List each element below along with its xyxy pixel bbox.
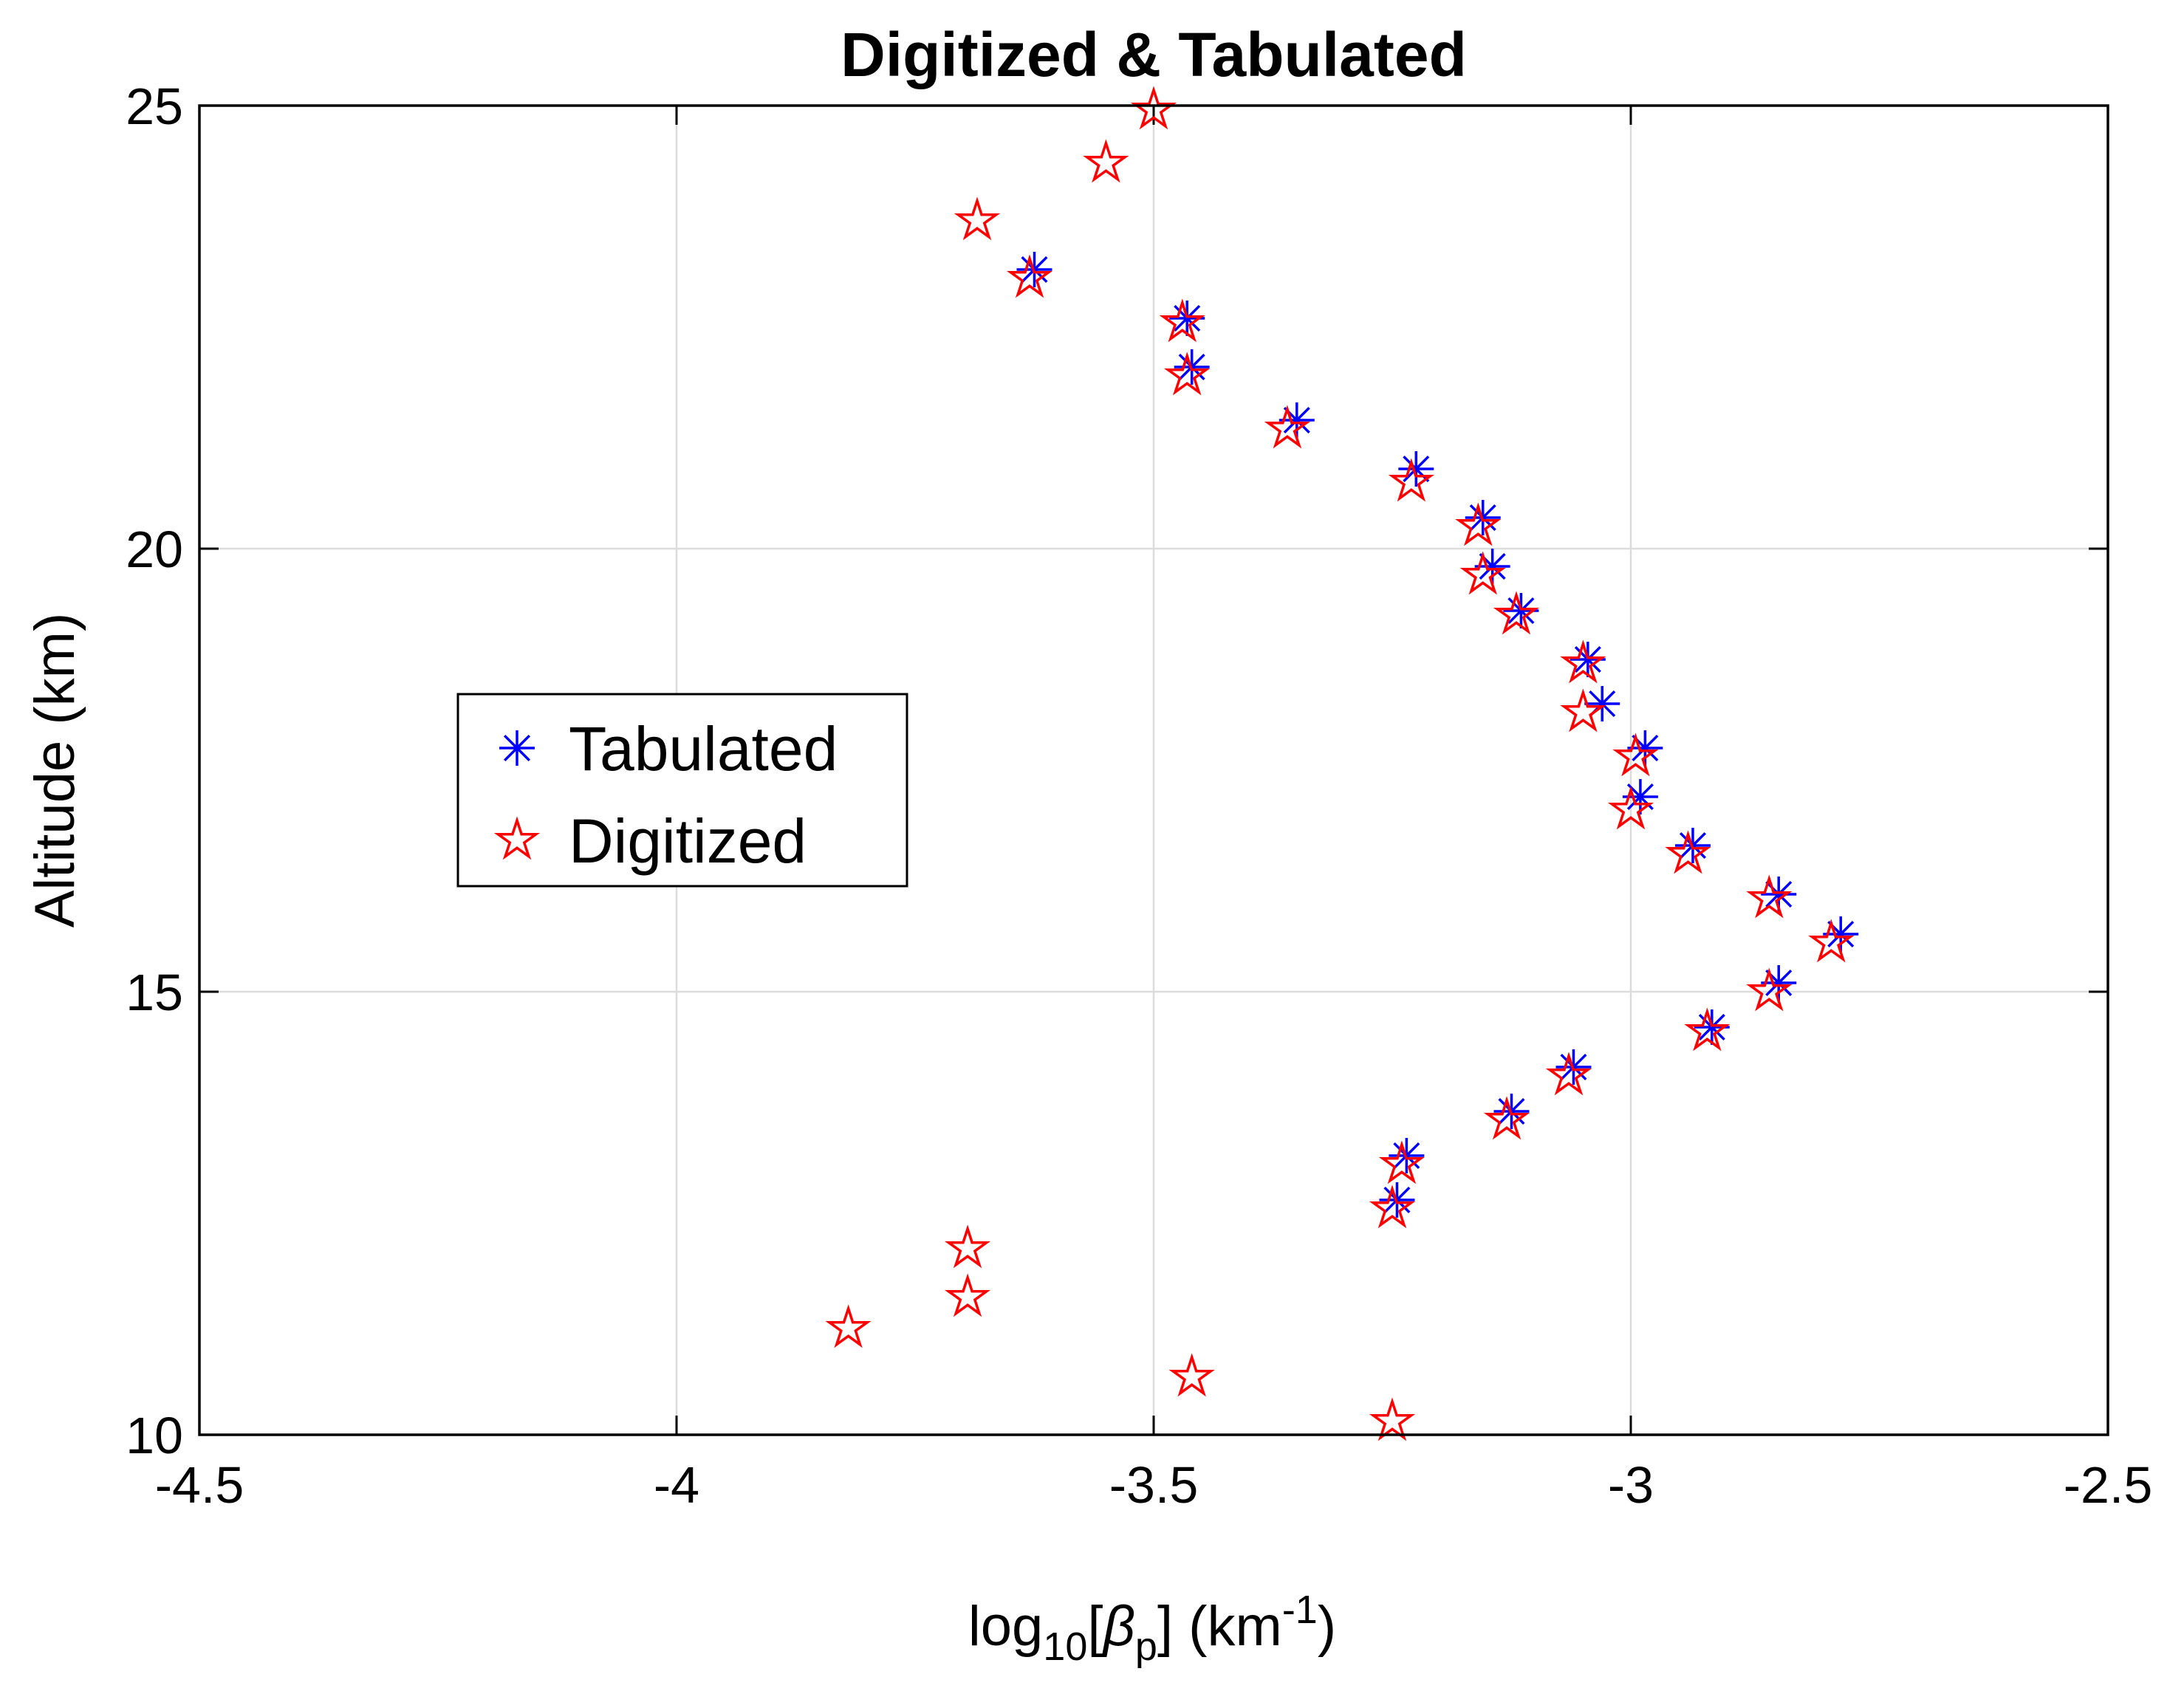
x-tick-label: -3: [1608, 1456, 1654, 1514]
data-point-digitized: [1168, 1353, 1215, 1397]
x-tick-label: -2.5: [2064, 1456, 2153, 1514]
x-axis-label: log10[βp] (km-1): [968, 1588, 1336, 1669]
legend-marker-tabulated: [499, 730, 535, 766]
legend-label-digitized: Digitized: [569, 806, 807, 876]
legend-label-tabulated: Tabulated: [569, 714, 838, 783]
data-point-digitized: [1378, 1140, 1425, 1184]
data-point-digitized: [1455, 502, 1502, 546]
data-point-digitized: [1007, 254, 1053, 298]
x-label-beta: β: [1101, 1595, 1134, 1658]
y-tick-label: 20: [126, 521, 183, 578]
data-point-digitized: [1130, 86, 1177, 130]
x-label-sup: -1: [1282, 1588, 1318, 1632]
x-label-close: ] (km: [1157, 1595, 1282, 1658]
x-label-subp: p: [1135, 1625, 1157, 1669]
legend-asterisk-icon: [499, 730, 535, 766]
data-marks: [825, 86, 1859, 1441]
data-point-digitized: [1369, 1397, 1416, 1441]
data-point-digitized: [1388, 458, 1434, 502]
data-point-digitized: [1684, 1007, 1731, 1052]
x-label-open: [: [1087, 1595, 1103, 1658]
x-label-end: ): [1318, 1595, 1336, 1658]
data-point-digitized: [1493, 591, 1539, 635]
data-point-digitized: [1665, 830, 1711, 874]
x-tick-label: -4.5: [155, 1456, 244, 1514]
data-point-digitized: [1808, 919, 1855, 963]
legend-box: [456, 693, 908, 888]
data-point-digitized: [1612, 733, 1659, 777]
data-point-digitized: [954, 196, 1001, 241]
data-point-digitized: [1560, 639, 1606, 684]
axes-box: [198, 104, 2109, 1436]
data-point-digitized: [1746, 967, 1793, 1012]
data-point-digitized: [1264, 405, 1311, 449]
y-tick-label: 25: [126, 78, 183, 135]
y-tick-label: 10: [126, 1407, 183, 1464]
series-digitized: [825, 86, 1855, 1441]
data-point-digitized: [1545, 1052, 1592, 1096]
legend-marker-digitized: [493, 816, 541, 860]
x-tick-label: -4: [654, 1456, 699, 1514]
data-point-digitized: [1159, 298, 1205, 343]
data-point-digitized: [825, 1304, 872, 1348]
y-axis-label: Altitude (km): [24, 613, 86, 928]
chart-title: Digitized & Tabulated: [841, 20, 1467, 89]
data-point-digitized: [1484, 1096, 1530, 1140]
legend-star-icon: [493, 816, 541, 860]
data-point-digitized: [1560, 688, 1606, 733]
data-point-digitized: [1459, 551, 1506, 595]
data-point-digitized: [1369, 1184, 1416, 1229]
tick-labels: -4.5 -4 -3.5 -3 -2.5 10 15 20 25: [126, 78, 2152, 1514]
x-label-sub10: 10: [1043, 1625, 1087, 1669]
x-label-log: log: [968, 1595, 1043, 1658]
y-tick-label: 15: [126, 964, 183, 1021]
data-point-digitized: [1607, 786, 1654, 830]
data-point-digitized: [1746, 874, 1793, 919]
data-point-digitized: [944, 1273, 991, 1317]
data-point-digitized: [1164, 351, 1211, 396]
data-point-digitized: [944, 1224, 991, 1269]
legend: Tabulated Digitized: [456, 693, 908, 888]
data-point-digitized: [1083, 139, 1129, 183]
x-tick-label: -3.5: [1109, 1456, 1199, 1514]
